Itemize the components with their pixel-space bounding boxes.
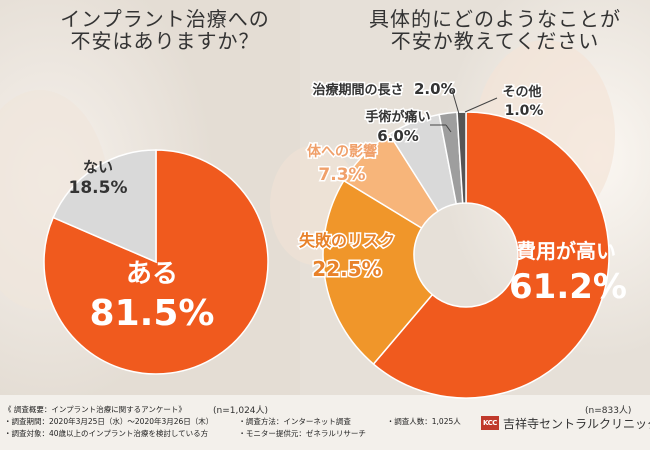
right-label-pain: 手術が痛い — [365, 109, 430, 125]
donut-chart-right — [322, 111, 610, 399]
right-label-body: 体への影響 — [307, 143, 377, 160]
right-donut-slice-2 — [322, 179, 434, 366]
left-label-nai: ない — [83, 158, 113, 176]
leader-pain-2 — [445, 124, 452, 133]
chart-title-right: 具体的にどのようなことが 不安か教えてください — [345, 8, 645, 52]
left-label-aru: ある — [126, 259, 178, 289]
chart-title-right-text: 具体的にどのようなことが 不安か教えてください — [369, 7, 621, 53]
right-value-cost: 61.2% — [509, 267, 627, 307]
leader-other — [464, 97, 498, 113]
chart-title-left-text: インプラント治療への 不安はありますか？ — [60, 7, 270, 53]
clinic-logo-mark: KCC — [481, 416, 499, 430]
left-pie-slice-2 — [52, 149, 157, 264]
survey-target: ・調査対象：40歳以上のインプラント治療を検討している方 — [4, 429, 209, 438]
right-label-other: その他 — [502, 84, 541, 100]
survey-heading: 《 調査概要：インプラント治療に関するアンケート》 — [4, 405, 186, 414]
survey-provider: ・モニター提供元：ゼネラルリサーチ — [238, 429, 366, 438]
left-value-nai: 18.5% — [69, 178, 128, 198]
survey-period: ・調査期間：2020年3月25日（水）〜2020年3月26日（木） — [4, 417, 214, 426]
right-label-risk: 失敗のリスク — [299, 231, 395, 250]
right-donut-slice-6 — [456, 111, 467, 204]
right-value-period: 2.0% — [414, 80, 456, 98]
right-label-cost: 費用が高い — [516, 239, 616, 263]
right-value-pain: 6.0% — [377, 127, 419, 145]
clinic-name: 吉祥寺セントラルクリニック — [503, 416, 650, 431]
leader-period — [451, 89, 460, 115]
chart-labels: ある 81.5% ない 18.5% 費用が高い 61.2% 失敗のリスク 22.5% 体への影響… — [69, 79, 627, 335]
survey-method: ・調査方法：インターネット調査 — [238, 417, 351, 426]
sample-size-left: (n=1,024人) — [213, 406, 269, 416]
left-value-aru: 81.5% — [90, 293, 215, 334]
clinic-logo: KCC 吉祥寺セントラルクリニック — [481, 414, 650, 432]
pie-chart-left — [43, 149, 269, 375]
survey-count: ・調査人数：1,025人 — [386, 417, 461, 426]
right-label-period: 治療期間の長さ — [312, 82, 403, 98]
chart-title-left: インプラント治療への 不安はありますか？ — [30, 8, 300, 52]
right-value-risk: 22.5% — [312, 257, 381, 281]
sample-size-right: (n=833人) — [585, 406, 632, 416]
right-donut-slice-1 — [372, 111, 610, 399]
right-value-body: 7.3% — [318, 165, 365, 185]
survey-summary: 《 調査概要：インプラント治療に関するアンケート》 ・調査期間：2020年3月2… — [4, 404, 484, 440]
right-value-other: 1.0% — [505, 103, 544, 119]
